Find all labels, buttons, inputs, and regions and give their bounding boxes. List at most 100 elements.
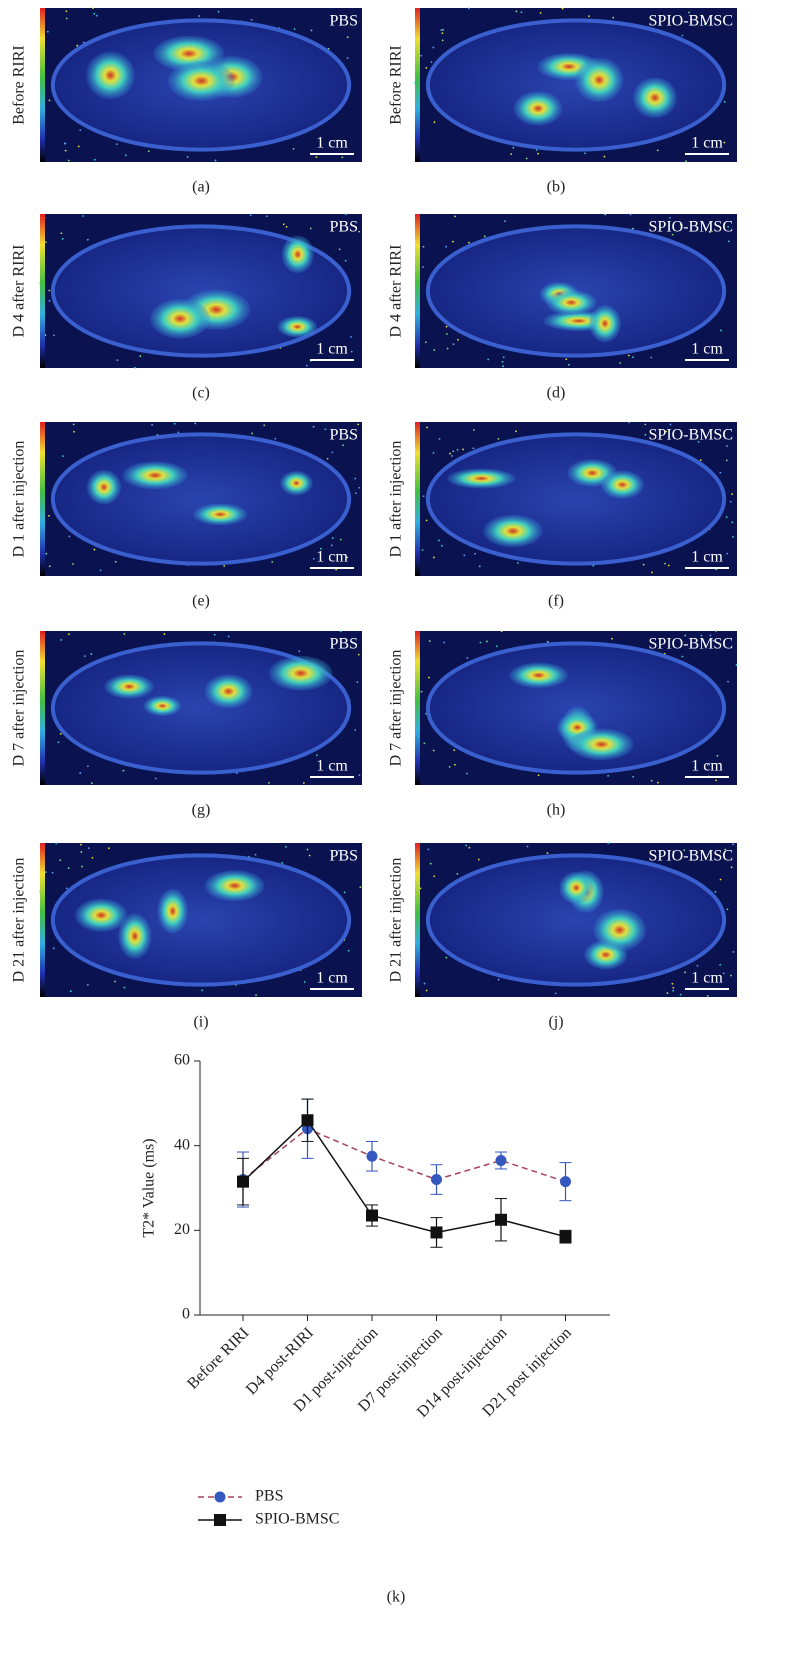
noise-dot xyxy=(87,847,90,850)
noise-dot xyxy=(48,514,50,517)
noise-dot xyxy=(732,536,734,538)
legend-label: SPIO-BMSC xyxy=(255,1511,339,1528)
group-label: SPIO-BMSC xyxy=(649,427,733,444)
noise-dot xyxy=(715,779,718,782)
noise-dot xyxy=(59,732,62,735)
noise-dot xyxy=(251,432,254,435)
mri-image xyxy=(39,842,362,997)
noise-dot xyxy=(349,437,351,440)
noise-dot xyxy=(537,774,540,777)
noise-dot xyxy=(441,32,444,35)
mri-image xyxy=(415,842,737,997)
noise-dot xyxy=(99,569,102,572)
series-line xyxy=(242,1119,566,1238)
noise-dot xyxy=(438,437,441,440)
noise-dot xyxy=(683,849,686,852)
noise-dot xyxy=(725,459,728,462)
noise-dot xyxy=(324,428,327,431)
tissue-blob xyxy=(204,674,253,709)
noise-dot xyxy=(346,36,349,39)
noise-dot xyxy=(342,444,344,447)
noise-dot xyxy=(115,143,118,146)
marker xyxy=(430,1226,443,1239)
noise-dot xyxy=(456,448,459,451)
colorbar xyxy=(415,422,420,576)
noise-dot xyxy=(114,560,117,563)
noise-dot xyxy=(223,565,226,567)
noise-dot xyxy=(48,565,51,568)
colorbar xyxy=(40,214,45,368)
noise-dot xyxy=(699,459,702,462)
noise-dot xyxy=(567,363,570,366)
noise-dot xyxy=(706,764,709,766)
noise-dot xyxy=(421,549,424,551)
noise-dot xyxy=(341,156,344,159)
group-label: SPIO-BMSC xyxy=(649,219,733,236)
noise-dot xyxy=(723,100,726,103)
noise-dot xyxy=(65,10,68,13)
y-tick-label: 20 xyxy=(174,1221,190,1238)
noise-dot xyxy=(92,7,94,10)
row-label: Before RIRI xyxy=(11,45,28,125)
tissue-blob xyxy=(589,304,621,343)
scale-label: 1 cm xyxy=(316,549,348,566)
noise-dot xyxy=(478,565,481,568)
noise-dot xyxy=(714,890,717,893)
noise-dot xyxy=(665,430,667,433)
tissue-blob xyxy=(280,470,313,496)
noise-dot xyxy=(163,633,166,635)
tissue-blob xyxy=(204,870,265,902)
noise-dot xyxy=(306,848,309,851)
tissue-blob xyxy=(633,77,677,119)
noise-dot xyxy=(456,872,459,875)
noise-dot xyxy=(502,356,505,359)
noise-dot xyxy=(147,150,150,153)
noise-dot xyxy=(535,149,538,151)
noise-dot xyxy=(45,552,48,555)
noise-dot xyxy=(428,640,431,642)
noise-dot xyxy=(312,425,315,428)
noise-dot xyxy=(735,663,738,666)
noise-dot xyxy=(339,538,342,541)
noise-dot xyxy=(433,349,436,352)
noise-dot xyxy=(731,521,734,524)
noise-dot xyxy=(44,241,47,244)
marker xyxy=(301,1114,314,1127)
tissue-blob xyxy=(509,662,568,689)
noise-dot xyxy=(442,28,444,31)
noise-dot xyxy=(422,495,425,498)
noise-dot xyxy=(445,956,448,959)
tissue-blob xyxy=(545,289,597,316)
colorbar xyxy=(415,214,420,368)
noise-dot xyxy=(724,848,727,851)
noise-dot xyxy=(632,356,634,359)
noise-dot xyxy=(198,15,200,17)
noise-dot xyxy=(497,437,500,440)
noise-dot xyxy=(441,39,444,42)
panel-label: (c) xyxy=(192,385,210,402)
tissue-blob xyxy=(575,57,624,103)
noise-dot xyxy=(107,847,110,850)
noise-dot xyxy=(466,772,468,775)
noise-dot xyxy=(592,564,595,567)
tissue-blob xyxy=(118,913,152,959)
noise-dot xyxy=(457,338,459,341)
noise-dot xyxy=(501,361,504,363)
noise-dot xyxy=(285,225,288,228)
noise-dot xyxy=(465,844,468,847)
noise-dot xyxy=(65,17,68,20)
noise-dot xyxy=(723,141,726,144)
noise-dot xyxy=(320,547,322,550)
series-line xyxy=(242,1127,566,1183)
body-outline xyxy=(425,432,727,566)
noise-dot xyxy=(419,887,422,890)
noise-dot xyxy=(703,23,706,26)
tissue-blob xyxy=(86,469,122,505)
noise-dot xyxy=(539,12,542,14)
noise-dot xyxy=(433,875,436,878)
noise-dot xyxy=(429,862,432,865)
group-label: PBS xyxy=(330,636,358,653)
tissue-blob xyxy=(143,695,182,717)
noise-dot xyxy=(684,634,687,637)
mri-image xyxy=(40,422,362,576)
